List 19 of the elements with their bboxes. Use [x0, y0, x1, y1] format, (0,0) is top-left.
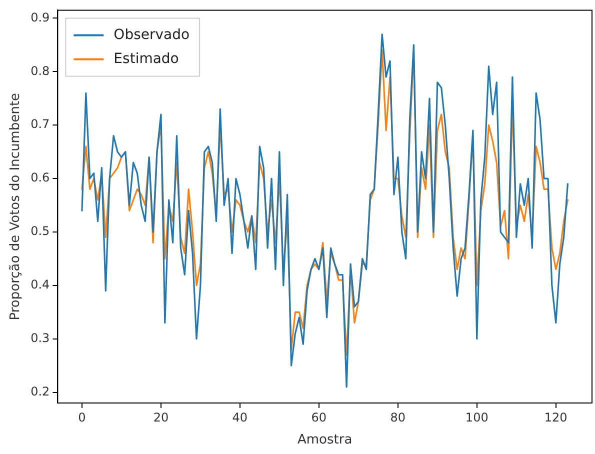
legend-label: Observado [114, 26, 190, 43]
x-tick-label: 40 [232, 410, 248, 424]
y-tick-label: 0.2 [30, 384, 50, 398]
legend-label: Estimado [114, 50, 179, 67]
y-tick-label: 0.3 [30, 330, 50, 345]
y-tick-label: 0.4 [30, 278, 50, 292]
y-tick-label: 0.8 [30, 64, 50, 78]
y-tick-label: 0.5 [30, 224, 50, 238]
x-tick-label: 80 [390, 410, 406, 424]
y-tick-label: 0.7 [30, 117, 50, 132]
x-tick-label: 20 [153, 410, 169, 424]
y-tick-label: 0.6 [30, 170, 50, 185]
y-axis-title: Proporção de Votos do Incumbente [8, 92, 24, 320]
x-tick-label: 0 [78, 410, 86, 424]
x-axis-title: Amostra [297, 432, 352, 448]
x-tick-label: 120 [544, 410, 568, 424]
x-tick-label: 100 [465, 410, 488, 424]
x-tick-label: 60 [311, 410, 327, 424]
y-tick-label: 0.9 [30, 10, 50, 24]
